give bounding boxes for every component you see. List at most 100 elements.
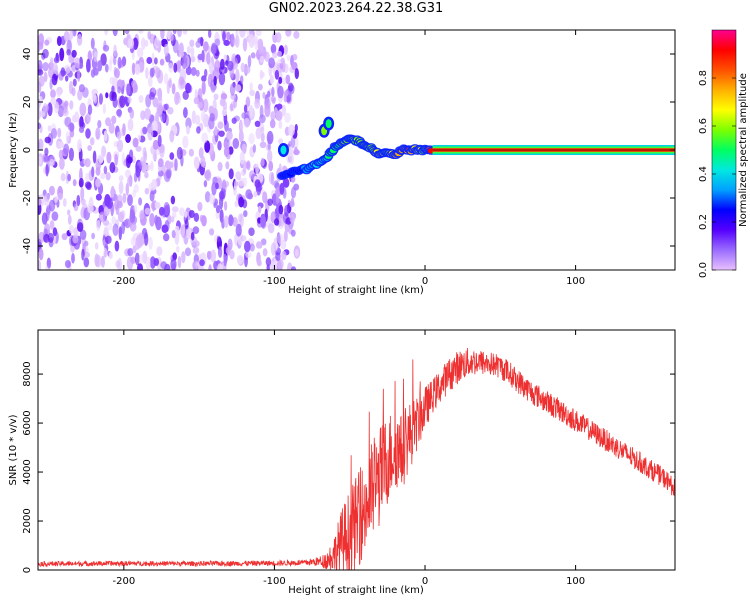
noise-speckle [38,202,42,215]
noise-speckle [289,200,295,208]
noise-speckle [139,254,145,264]
noise-speckle [277,258,284,270]
noise-speckle [38,260,42,270]
noise-speckle [243,104,248,113]
noise-speckle [93,51,98,63]
noise-speckle [115,203,120,216]
noise-speckle [80,187,85,201]
noise-speckle [116,109,122,117]
noise-speckle [182,30,188,35]
noise-speckle [209,112,215,122]
noise-speckle [204,191,211,203]
noise-speckle [290,186,297,199]
chart-title: GN02.2023.264.22.38.G31 [268,1,444,16]
noise-speckle [285,74,291,85]
noise-speckle [225,161,230,170]
noise-speckle [275,193,280,205]
noise-speckle [233,98,237,109]
noise-speckle [155,88,162,97]
noise-speckle [105,172,111,181]
noise-speckle [111,115,117,125]
noise-speckle [294,68,299,80]
noise-speckle [201,75,207,82]
noise-speckle [249,82,253,91]
noise-speckle [65,130,70,142]
colorbar-tick-label: 0.6 [698,118,709,134]
noise-speckle [68,224,74,234]
noise-speckle [220,93,228,100]
noise-speckle [197,201,203,212]
noise-speckle [78,177,84,188]
noise-speckle [260,157,265,167]
noise-speckle [188,210,195,218]
noise-speckle [259,55,265,63]
noise-speckle [87,145,92,151]
noise-speckle [62,108,69,117]
noise-speckle [98,154,104,164]
noise-speckle [67,209,71,216]
noise-speckle [63,143,70,156]
noise-speckle [84,158,91,168]
noise-speckle [51,211,59,221]
noise-speckle [94,242,99,250]
noise-speckle [255,30,262,37]
noise-speckle [272,51,278,59]
noise-speckle [154,214,159,226]
noise-speckle [144,187,150,195]
noise-speckle [43,233,50,243]
noise-speckle [283,44,288,55]
noise-speckle [147,127,154,141]
noise-speckle [74,57,80,69]
noise-speckle [204,140,211,153]
noise-speckle [240,62,246,73]
noise-speckle [262,92,266,99]
noise-speckle [135,145,142,152]
noise-speckle [124,30,130,35]
noise-speckle [72,30,77,37]
noise-speckle [151,67,155,77]
noise-speckle [125,182,129,196]
noise-speckle [271,86,275,97]
noise-speckle [103,165,108,175]
noise-speckle [190,47,195,57]
noise-speckle [135,165,141,178]
noise-speckle [267,223,275,234]
noise-speckle [223,215,229,228]
noise-speckle [170,258,177,270]
noise-speckle [200,36,204,47]
noise-speckle [127,118,134,132]
noise-speckle [117,86,122,94]
noise-speckle [285,30,292,37]
noise-speckle [195,40,201,48]
noise-speckle [177,30,182,38]
noise-speckle [292,53,298,61]
noise-speckle [53,56,60,64]
x-tick-label: -100 [263,276,286,287]
colorbar-ticks: 0.0 0.2 0.4 0.6 0.8 [698,70,736,278]
noise-speckle [38,98,41,109]
noise-speckle [161,224,169,233]
noise-speckle [218,246,223,258]
noise-speckle [148,236,153,250]
x-tick-label: -200 [112,576,135,587]
noise-speckle [214,38,221,47]
y-tick-label: 2000 [22,508,33,533]
noise-speckle [57,127,62,138]
noise-speckle [269,119,276,129]
noise-speckle [121,221,125,235]
noise-speckle [38,75,45,87]
noise-speckle [69,100,74,110]
noise-speckle [111,85,115,93]
noise-speckle [42,48,49,59]
noise-speckle [192,246,200,254]
noise-speckle [295,248,299,258]
noise-speckle [270,172,275,186]
noise-speckle [145,256,151,270]
noise-speckle [239,30,246,38]
noise-speckle [118,226,123,241]
spectrogram-x-label: Height of straight line (km) [288,285,424,296]
noise-speckle [152,139,159,151]
noise-speckle [170,195,176,205]
noise-speckle [245,189,253,200]
noise-speckle [247,55,252,68]
